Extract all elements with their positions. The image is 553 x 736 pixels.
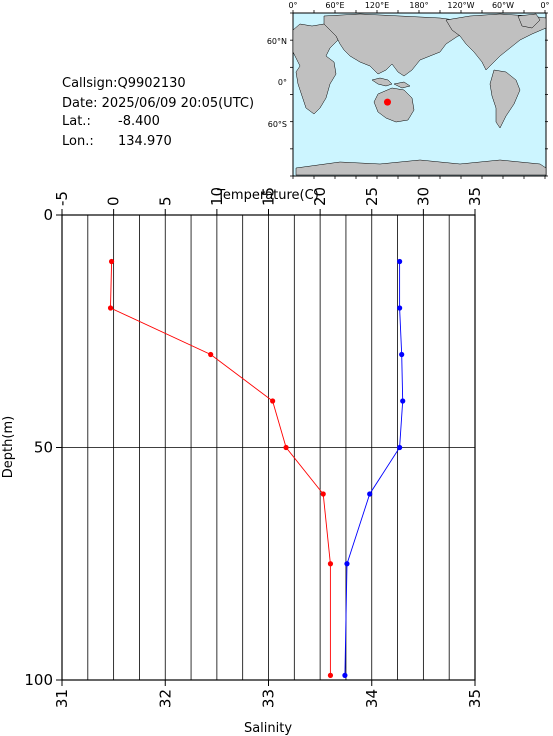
temperature-tick-labels: -5 0 5 10 15 20 25 30 35 — [53, 187, 484, 206]
temperature-tick-label: 35 — [466, 187, 484, 206]
temperature-tick-label: -5 — [53, 191, 71, 206]
lat-value: -8.400 — [118, 114, 160, 129]
lat-label: Lat.: — [62, 114, 91, 129]
salinity-tick-label: 31 — [53, 689, 71, 708]
depth-axis-title: Depth(m) — [1, 416, 16, 478]
depth-tick-label: 100 — [24, 671, 53, 689]
temperature-tick-label: 30 — [414, 187, 432, 206]
salinity-tick-label: 33 — [260, 689, 278, 708]
temperature-tick-label: 10 — [208, 187, 226, 206]
salinity-data-point — [400, 398, 406, 404]
temperature-data-point — [327, 561, 334, 567]
temperature-data-point — [320, 491, 326, 497]
map-lat-label: 60°N — [267, 37, 287, 46]
salinity-data-point — [397, 258, 403, 265]
map-lon-label: 0° — [288, 1, 297, 10]
map-lon-label: 120°W — [447, 1, 474, 10]
depth-tick-label: 0 — [43, 206, 53, 224]
series-layer — [107, 258, 406, 678]
land-indonesia — [371, 77, 411, 89]
temperature-data-point — [107, 305, 114, 311]
salinity-axis-title: Salinity — [244, 721, 292, 736]
map-lat-label: 0° — [278, 78, 287, 87]
map-lat-label: 60°S — [268, 120, 287, 129]
temperature-data-point — [208, 351, 214, 358]
temperature-axis-title: Temperature(C) — [216, 188, 319, 203]
salinity-data-point — [367, 491, 373, 497]
temperature-tick-label: 0 — [105, 196, 123, 206]
salinity-data-point — [397, 305, 403, 311]
salinity-data-point — [399, 351, 405, 358]
salinity-data-point — [342, 672, 348, 678]
salinity-tick-label: 32 — [156, 689, 174, 708]
land-australia — [373, 87, 415, 123]
salinity-profile-line — [344, 261, 404, 676]
lon-value: 134.970 — [118, 134, 172, 149]
temperature-tick-label: 5 — [156, 196, 174, 206]
temperature-tick-label: 15 — [260, 187, 278, 206]
station-info: Callsign:Q9902130 Date: 2025/06/09 20:05… — [62, 76, 254, 149]
world-map: 0° 60°E 120°E 180° 120°W 60°W 0° 60°N 0°… — [267, 1, 550, 179]
salinity-data-point — [344, 561, 350, 567]
salinity-tick-labels: 31 32 33 34 35 — [53, 689, 484, 708]
land-south-america — [489, 69, 521, 129]
map-lon-label: 60°W — [492, 1, 514, 10]
map-land — [292, 13, 547, 176]
salinity-tick-label: 35 — [466, 689, 484, 708]
map-lon-label: 60°E — [325, 1, 344, 10]
depth-tick-labels: 0 50 100 — [24, 206, 53, 689]
map-lon-label: 180° — [409, 1, 428, 10]
salinity-data-point — [397, 444, 403, 451]
depth-tick-label: 50 — [34, 439, 53, 457]
temperature-tick-label: 20 — [311, 187, 329, 206]
callsign-text: Callsign:Q9902130 — [62, 76, 186, 91]
map-frame-ticks — [290, 10, 548, 179]
temperature-tick-label: 25 — [363, 187, 381, 206]
land-greenland — [517, 13, 541, 29]
temperature-profile-line — [110, 261, 331, 676]
temperature-data-point — [270, 398, 276, 404]
temperature-data-point — [108, 258, 115, 265]
float-location-marker — [383, 98, 391, 106]
temperature-data-point — [283, 444, 289, 451]
land-antarctica — [295, 159, 547, 176]
salinity-tick-label: 34 — [363, 689, 381, 708]
date-text: Date: 2025/06/09 20:05(UTC) — [62, 96, 254, 111]
grid-lines — [62, 215, 475, 680]
lon-label: Lon.: — [62, 134, 94, 149]
map-lon-label: 0° — [540, 1, 549, 10]
map-lon-label: 120°E — [365, 1, 389, 10]
axis-ticks — [56, 209, 476, 686]
temperature-data-point — [327, 672, 334, 678]
